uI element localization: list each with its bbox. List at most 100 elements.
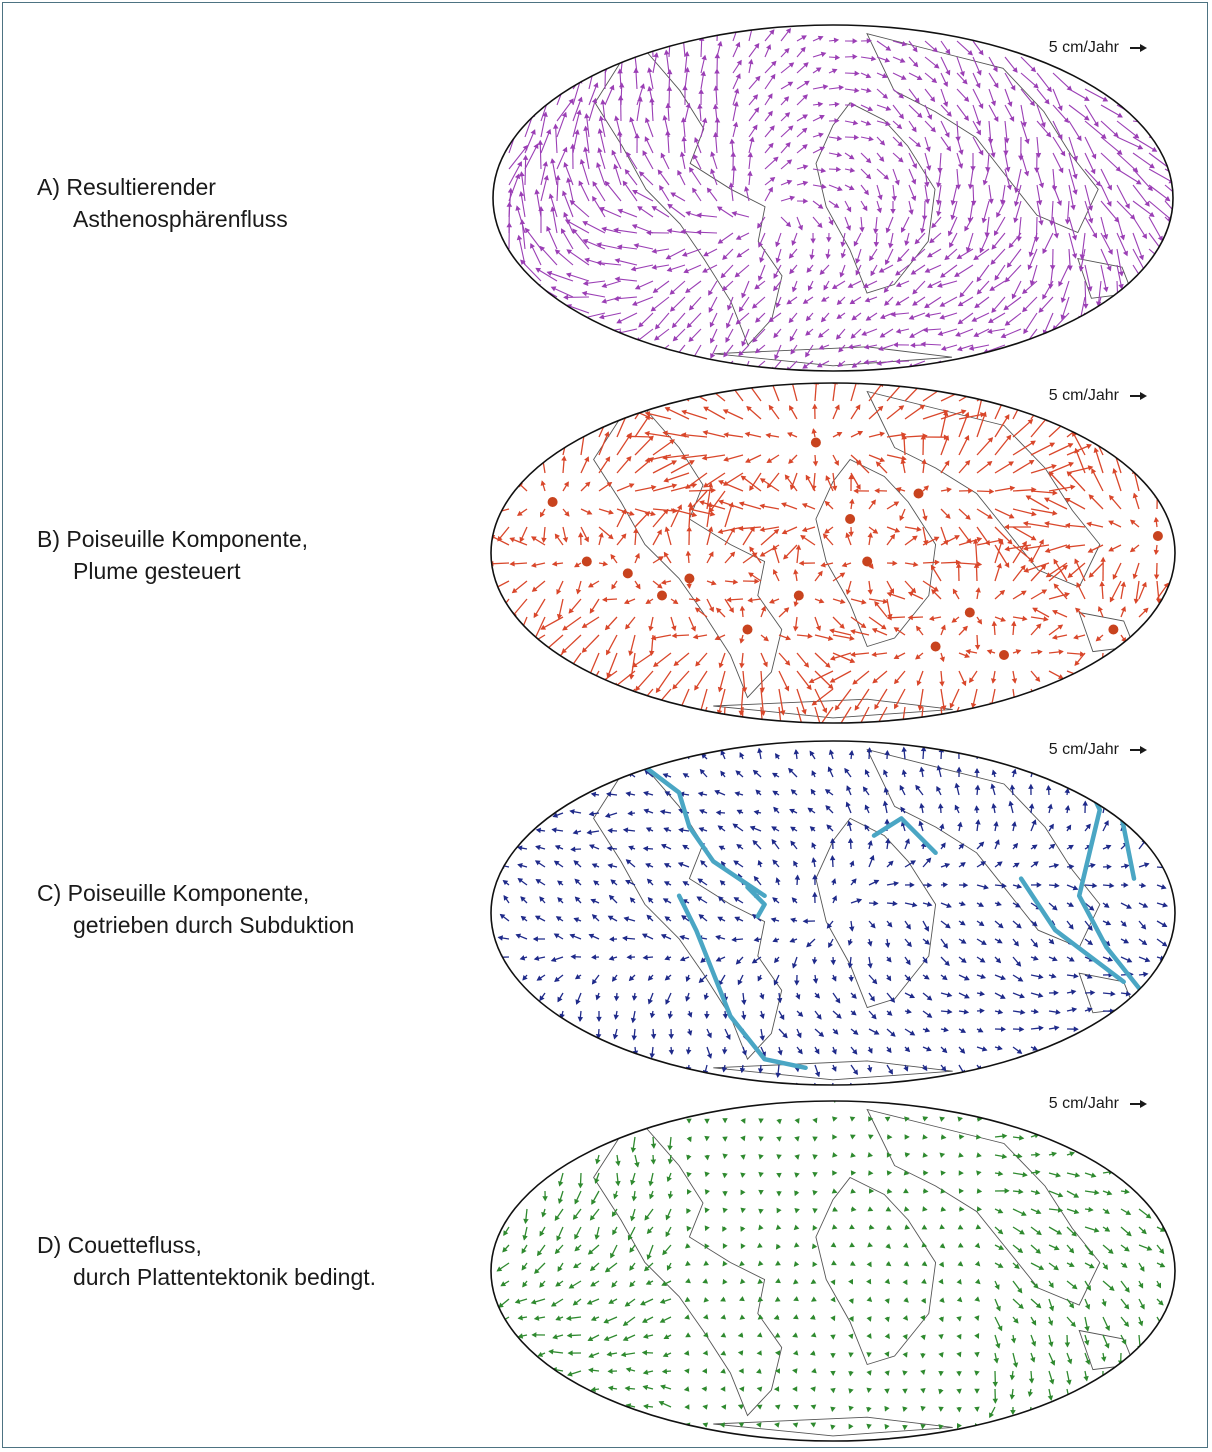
flow-arrowhead <box>725 322 731 329</box>
flow-arrowhead <box>954 271 960 277</box>
flow-arrowhead <box>1063 117 1070 124</box>
flow-arrowhead <box>786 179 793 185</box>
flow-arrowhead <box>668 1034 675 1040</box>
flow-arrowhead <box>1012 702 1018 708</box>
flow-arrowhead <box>1107 1248 1114 1254</box>
flow-arrow <box>678 688 690 714</box>
flow-arrowhead <box>746 383 752 387</box>
flow-arrowhead <box>868 1224 875 1230</box>
flow-arrowhead <box>523 1218 529 1225</box>
flow-arrowhead <box>658 556 664 562</box>
flow-arrowhead <box>532 936 538 942</box>
flow-arrowhead <box>905 923 911 930</box>
flow-arrowhead <box>595 1034 602 1040</box>
flow-arrowhead <box>1160 884 1167 890</box>
flow-arrowhead <box>653 351 660 358</box>
flow-arrowhead <box>683 747 689 754</box>
flow-arrow <box>551 158 558 186</box>
flow-arrowhead <box>1119 234 1126 241</box>
flow-arrowhead <box>959 389 966 394</box>
flow-arrowhead <box>522 1281 528 1288</box>
flow-arrowhead <box>859 227 865 233</box>
flow-arrowhead <box>784 112 791 118</box>
flow-arrowhead <box>980 861 987 867</box>
flow-arrowhead <box>1035 700 1041 707</box>
flow-arrowhead <box>879 457 886 463</box>
flow-arrowhead <box>633 67 639 73</box>
flow-arrowhead <box>1107 956 1114 962</box>
flow-arrowhead <box>901 434 907 440</box>
flow-arrowhead <box>884 300 890 306</box>
flow-arrowhead <box>1095 180 1102 187</box>
flow-arrowhead <box>775 1278 781 1284</box>
flow-arrowhead <box>792 1314 799 1320</box>
plume-marker <box>657 590 667 601</box>
flow-arrowhead <box>1138 254 1144 261</box>
flow-arrowhead <box>1071 1007 1078 1013</box>
flow-arrowhead <box>622 180 628 187</box>
flow-arrow <box>1164 184 1173 204</box>
flow-arrowhead <box>1013 201 1020 207</box>
flow-arrowhead <box>1043 497 1050 503</box>
flow-arrowhead <box>924 925 929 932</box>
flow-arrowhead <box>646 914 652 921</box>
flow-arrowhead <box>944 460 950 466</box>
flow-arrowhead <box>567 1371 573 1377</box>
flow-arrowhead <box>760 710 766 716</box>
flow-arrowhead <box>884 1423 890 1430</box>
flow-arrow <box>1148 216 1163 241</box>
flow-arrowhead <box>756 1404 763 1410</box>
flow-arrowhead <box>865 315 872 321</box>
flow-arrowhead <box>836 431 843 437</box>
flow-arrowhead <box>604 624 611 631</box>
flow-arrowhead <box>792 1368 798 1374</box>
flow-arrowhead <box>848 1352 854 1358</box>
flow-arrowhead <box>660 579 667 585</box>
flow-arrowhead <box>812 1136 818 1142</box>
flow-arrowhead <box>736 252 743 258</box>
flow-arrowhead <box>1000 975 1006 981</box>
flow-arrowhead <box>995 1343 1001 1349</box>
flow-arrowhead <box>1079 673 1086 679</box>
flow-arrowhead <box>812 1225 818 1231</box>
flow-arrowhead <box>696 896 703 902</box>
flow-arrowhead <box>1100 1377 1106 1383</box>
flow-arrowhead <box>607 533 614 540</box>
flow-arrowhead <box>709 321 715 328</box>
flow-arrowhead <box>775 1243 781 1250</box>
flow-arrowhead <box>695 660 701 667</box>
flow-arrowhead <box>656 529 662 536</box>
flow-arrowhead <box>949 242 954 248</box>
flow-arrowhead <box>785 142 791 148</box>
flow-arrowhead <box>542 111 548 117</box>
flow-arrowhead <box>582 221 589 226</box>
flow-arrowhead <box>929 237 935 244</box>
flow-arrowhead <box>1101 1301 1107 1307</box>
plume-marker <box>845 514 856 524</box>
flow-arrowhead <box>827 683 834 690</box>
flow-arrowhead <box>818 1031 825 1037</box>
flow-arrowhead <box>1123 938 1130 944</box>
flow-arrow <box>706 502 712 528</box>
flow-arrowhead <box>731 211 738 217</box>
flow-arrowhead <box>1032 1045 1039 1051</box>
flow-arrowhead <box>628 407 634 413</box>
flow-arrowhead <box>699 809 705 815</box>
flow-arrowhead <box>664 955 671 961</box>
flow-arrowhead <box>1108 546 1115 552</box>
flow-arrowhead <box>1000 1026 1007 1032</box>
flow-arrowhead <box>686 1171 692 1178</box>
flow-arrowhead <box>795 544 802 550</box>
flow-arrowhead <box>791 897 798 903</box>
flow-arrowhead <box>795 994 801 1000</box>
flow-arrowhead <box>1073 1208 1080 1215</box>
flow-arrowhead <box>788 252 795 259</box>
flow-arrowhead <box>520 259 526 266</box>
flow-arrowhead <box>970 702 977 709</box>
flow-arrowhead <box>1028 251 1034 258</box>
flow-arrowhead <box>1047 803 1053 810</box>
flow-arrowhead <box>1041 589 1048 595</box>
flow-arrow <box>670 508 697 517</box>
flow-arrowhead <box>1135 113 1141 119</box>
flow-arrowhead <box>774 354 780 360</box>
